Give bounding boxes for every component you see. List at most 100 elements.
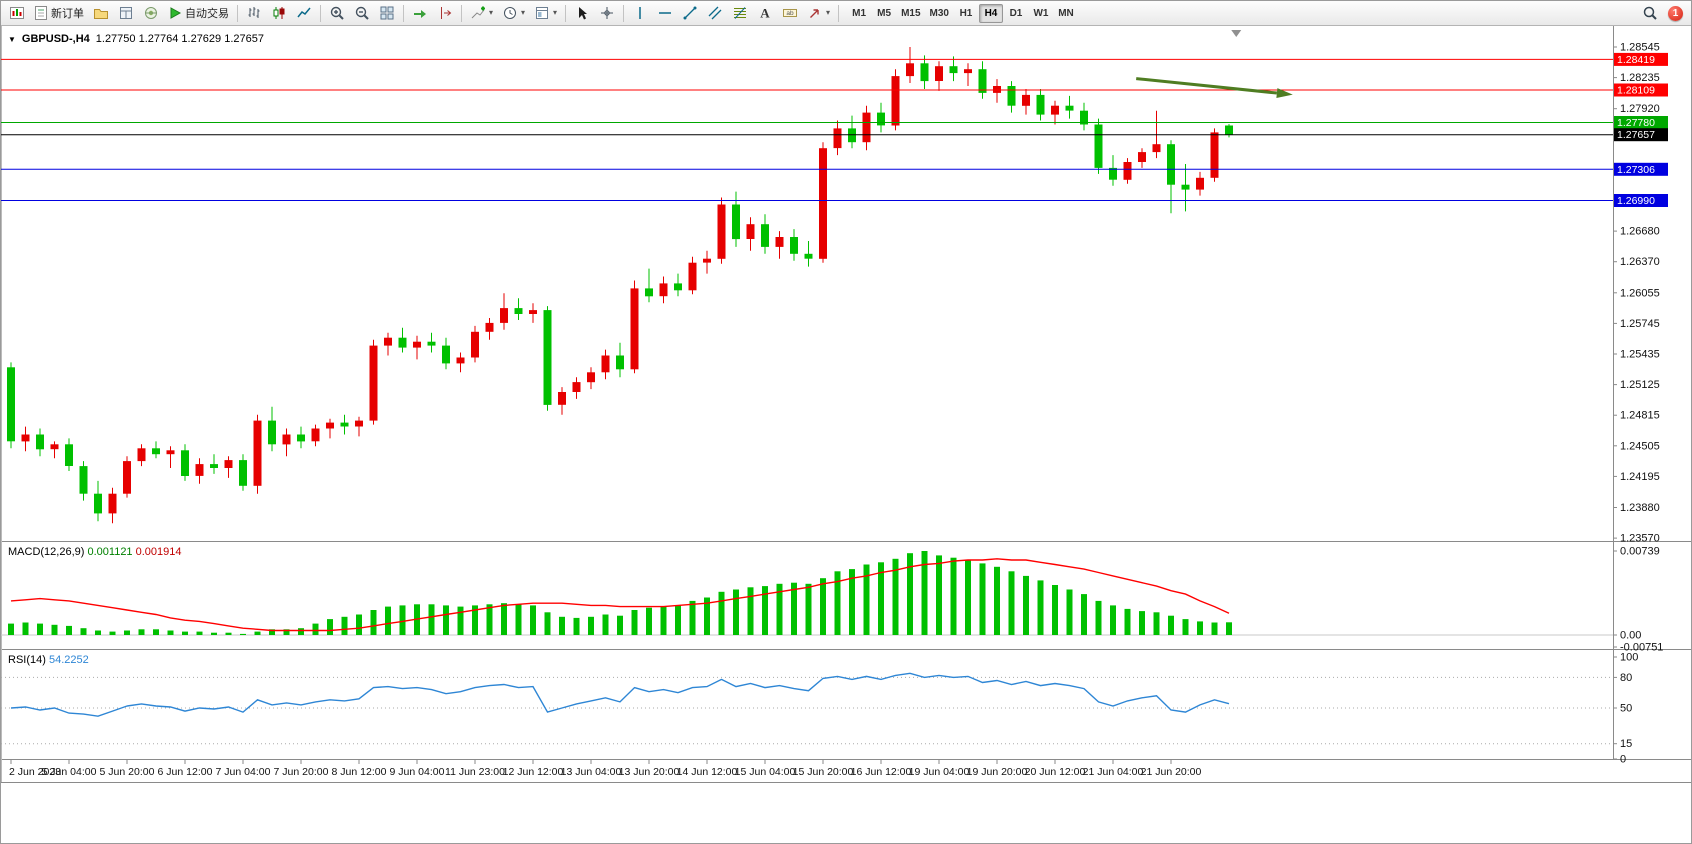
- auto-scroll-button[interactable]: [408, 3, 432, 24]
- timeframe-m1[interactable]: M1: [847, 4, 871, 23]
- autotrading-label: 自动交易: [185, 8, 229, 20]
- line-chart-icon: [296, 5, 312, 21]
- toolbar-separator: [403, 4, 404, 22]
- arrows-tool-icon: [807, 5, 823, 21]
- svg-text:9 Jun 04:00: 9 Jun 04:00: [390, 766, 445, 778]
- svg-text:1.27920: 1.27920: [1620, 103, 1660, 115]
- candlestick-chart-button[interactable]: [267, 3, 291, 24]
- data-window-icon: [118, 5, 134, 21]
- autotrading-button[interactable]: 自动交易: [164, 3, 233, 24]
- svg-text:1.26055: 1.26055: [1620, 287, 1660, 299]
- svg-text:19 Jun 20:00: 19 Jun 20:00: [967, 766, 1028, 778]
- timeframe-m5[interactable]: M5: [872, 4, 896, 23]
- svg-text:0.00: 0.00: [1620, 630, 1641, 642]
- macd-signal-value: 0.001914: [135, 546, 182, 558]
- candlestick-chart-icon: [271, 5, 287, 21]
- indicators-button[interactable]: ▾: [466, 3, 497, 24]
- chart-shift-marker[interactable]: [1231, 30, 1242, 37]
- arrows-button[interactable]: ▾: [803, 3, 834, 24]
- toolbar-separator: [237, 4, 238, 22]
- equidistant-channel-icon: [707, 5, 723, 21]
- ohlc-values: 1.27750 1.27764 1.27629 1.27657: [95, 33, 264, 45]
- candles-layer: [7, 47, 1233, 524]
- svg-text:1.28419: 1.28419: [1617, 54, 1655, 66]
- symbol-header: ▼ GBPUSD-,H4 1.27750 1.27764 1.27629 1.2…: [8, 33, 264, 45]
- chart-shift-button[interactable]: [433, 3, 457, 24]
- text-button[interactable]: A: [753, 3, 777, 24]
- svg-text:11 Jun 23:00: 11 Jun 23:00: [445, 766, 505, 778]
- data-window-button[interactable]: [114, 3, 138, 24]
- toolbar-separator: [838, 4, 840, 22]
- rsi-label: RSI(14) 54.2252: [8, 654, 89, 666]
- new-chart-icon: [9, 5, 25, 21]
- svg-text:1.27780: 1.27780: [1617, 117, 1655, 129]
- search-button[interactable]: [1638, 3, 1662, 24]
- autotrading-play-icon: [168, 6, 182, 20]
- svg-text:5 Jun 20:00: 5 Jun 20:00: [100, 766, 155, 778]
- toolbar-separator: [623, 4, 625, 22]
- globe-icon: [143, 5, 159, 21]
- tile-windows-icon: [379, 5, 395, 21]
- cursor-button[interactable]: [570, 3, 594, 24]
- svg-text:1.25435: 1.25435: [1620, 349, 1660, 361]
- timeframe-mn[interactable]: MN: [1054, 4, 1078, 23]
- svg-text:15: 15: [1620, 738, 1632, 750]
- svg-text:1.28109: 1.28109: [1617, 85, 1655, 97]
- new-order-button[interactable]: 新订单: [30, 3, 88, 24]
- new-chart-button[interactable]: [5, 3, 29, 24]
- text-icon: A: [757, 5, 773, 21]
- channel-button[interactable]: [703, 3, 727, 24]
- svg-text:13 Jun 04:00: 13 Jun 04:00: [561, 766, 622, 778]
- timeframe-h4[interactable]: H4: [978, 3, 1003, 23]
- svg-text:-0.00751: -0.00751: [1620, 642, 1663, 654]
- toolbar-separator: [320, 4, 321, 22]
- cursor-arrow-icon: [574, 5, 590, 21]
- trendline-button[interactable]: [678, 3, 702, 24]
- svg-text:5 Jun 04:00: 5 Jun 04:00: [42, 766, 97, 778]
- toolbar-separator: [461, 4, 462, 22]
- text-label-button[interactable]: ab: [778, 3, 802, 24]
- profiles-folder-icon: [93, 5, 109, 21]
- macd-name: MACD(12,26,9): [8, 546, 85, 558]
- zoom-in-button[interactable]: [325, 3, 349, 24]
- svg-text:20 Jun 12:00: 20 Jun 12:00: [1025, 766, 1086, 778]
- timeframe-d1[interactable]: D1: [1004, 4, 1028, 23]
- trend-arrow-annotation[interactable]: [1136, 77, 1293, 99]
- svg-text:8 Jun 12:00: 8 Jun 12:00: [332, 766, 387, 778]
- templates-button[interactable]: ▾: [530, 3, 561, 24]
- bar-chart-button[interactable]: [242, 3, 266, 24]
- svg-text:12 Jun 12:00: 12 Jun 12:00: [503, 766, 564, 778]
- timeframe-h1[interactable]: H1: [954, 4, 978, 23]
- svg-text:1.25745: 1.25745: [1620, 318, 1660, 330]
- svg-text:1.26990: 1.26990: [1617, 195, 1655, 207]
- svg-text:15 Jun 20:00: 15 Jun 20:00: [793, 766, 854, 778]
- vertical-line-button[interactable]: [628, 3, 652, 24]
- clock-icon: [502, 5, 518, 21]
- periods-button[interactable]: ▾: [498, 3, 529, 24]
- crosshair-button[interactable]: [595, 3, 619, 24]
- line-chart-button[interactable]: [292, 3, 316, 24]
- timeframe-group: M1 M5 M15 M30 H1 H4 D1 W1 MN: [847, 3, 1078, 23]
- svg-text:1.23570: 1.23570: [1620, 533, 1660, 545]
- timeframe-m15[interactable]: M15: [897, 4, 924, 23]
- svg-text:1.24505: 1.24505: [1620, 440, 1660, 452]
- collapse-triangle-icon[interactable]: ▼: [8, 35, 16, 44]
- zoom-out-button[interactable]: [350, 3, 374, 24]
- toolbar-right-group: 1: [1638, 3, 1687, 24]
- dropdown-caret-icon: ▾: [826, 8, 831, 17]
- timeframe-m30[interactable]: M30: [926, 4, 953, 23]
- fibonacci-button[interactable]: [728, 3, 752, 24]
- timeframe-w1[interactable]: W1: [1029, 4, 1053, 23]
- community-button[interactable]: [139, 3, 163, 24]
- svg-text:21 Jun 20:00: 21 Jun 20:00: [1141, 766, 1202, 778]
- notification-badge[interactable]: 1: [1668, 5, 1683, 21]
- new-order-label: 新订单: [51, 8, 84, 20]
- profiles-button[interactable]: [89, 3, 113, 24]
- horizontal-line-button[interactable]: [653, 3, 677, 24]
- panel-borders: [1, 26, 1691, 783]
- tile-windows-button[interactable]: [375, 3, 399, 24]
- price-level-lines[interactable]: [1, 58, 1613, 201]
